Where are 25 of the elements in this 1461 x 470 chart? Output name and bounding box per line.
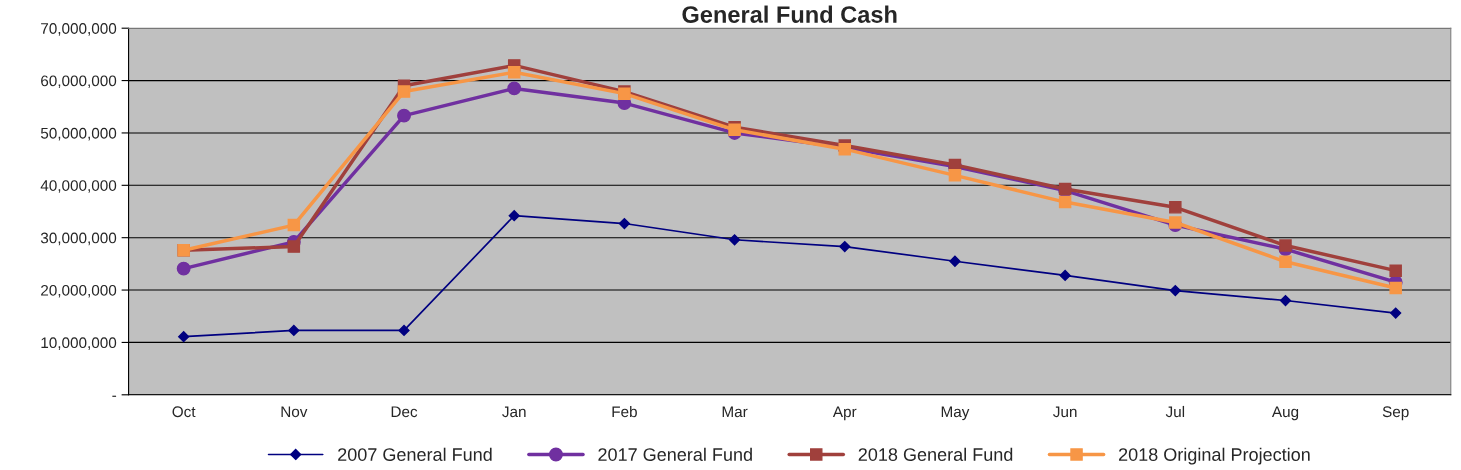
y-tick-label: 50,000,000 [40, 127, 117, 141]
x-tick-label: Aug [1271, 406, 1299, 421]
x-tick-label: Oct [172, 406, 196, 418]
x-tick-label: Nov [281, 406, 308, 418]
y-tick-label: 70,000,000 [41, 23, 117, 36]
x-tick-label: Jul [1165, 405, 1185, 418]
y-tick-label: 60,000,000 [41, 75, 117, 89]
x-tick-label: Jun [1053, 406, 1077, 418]
legend-label: 2007 General Fund [338, 447, 492, 461]
chart-title: General Fund Cash [682, 5, 897, 23]
x-tick-label: Mar [722, 406, 748, 418]
x-tick-label: Dec [391, 406, 418, 418]
y-tick-label: 20,000,000 [41, 284, 117, 298]
y-tick-label: 10,000,000 [41, 337, 117, 350]
y-tick-label: 40,000,000 [40, 180, 117, 193]
y-tick-label: 30,000,000 [40, 232, 117, 246]
x-tick-label: May [941, 406, 970, 421]
legend-label: 2018 General Fund [858, 447, 1013, 461]
y-tick-label: - [112, 395, 117, 397]
x-tick-label: Sep [1382, 406, 1409, 421]
legend-label: 2018 Original Projection [1118, 447, 1310, 465]
legend-label: 2017 General Fund [598, 447, 752, 461]
x-tick-label: Feb [612, 405, 637, 418]
x-tick-label: Apr [832, 406, 857, 421]
x-tick-label: Jan [502, 406, 526, 418]
